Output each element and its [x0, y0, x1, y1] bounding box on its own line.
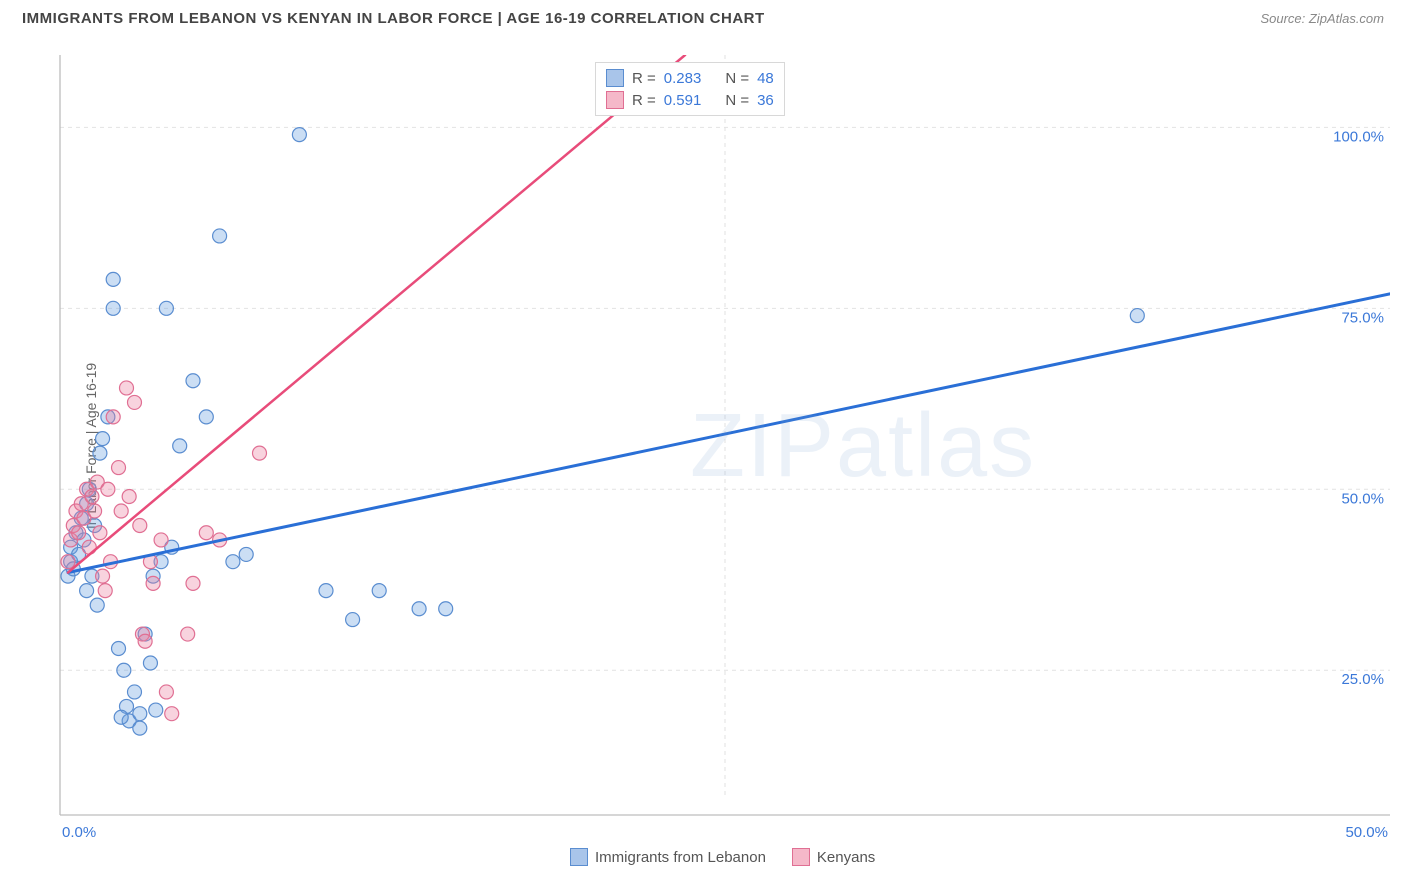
- data-point: [181, 627, 195, 641]
- data-point: [106, 301, 120, 315]
- data-point: [101, 482, 115, 496]
- data-point: [96, 432, 110, 446]
- series-swatch: [606, 69, 624, 87]
- data-point: [346, 613, 360, 627]
- data-point: [96, 569, 110, 583]
- trend-line: [68, 294, 1390, 573]
- data-point: [133, 518, 147, 532]
- y-tick-label: 50.0%: [1341, 490, 1384, 507]
- data-point: [213, 229, 227, 243]
- data-point: [199, 526, 213, 540]
- stat-n-value: 36: [757, 92, 774, 109]
- trend-line: [68, 55, 685, 573]
- stat-r-label: R =: [632, 92, 656, 109]
- y-tick-label: 25.0%: [1341, 671, 1384, 688]
- data-point: [143, 656, 157, 670]
- data-point: [239, 547, 253, 561]
- y-tick-label: 100.0%: [1333, 128, 1384, 145]
- stats-row: R = 0.591 N = 36: [606, 89, 774, 111]
- data-point: [120, 381, 134, 395]
- data-point: [106, 410, 120, 424]
- data-point: [138, 634, 152, 648]
- data-point: [112, 642, 126, 656]
- data-point: [112, 461, 126, 475]
- correlation-stats-box: R = 0.283 N = 48 R = 0.591 N = 36: [595, 62, 785, 116]
- data-point: [88, 504, 102, 518]
- scatter-chart: 25.0% 50.0% 75.0% 100.0% 0.0% 50.0%: [50, 55, 1390, 875]
- y-tick-label: 75.0%: [1341, 309, 1384, 326]
- data-point: [159, 685, 173, 699]
- stat-r-value: 0.283: [664, 70, 702, 87]
- data-point: [85, 490, 99, 504]
- x-tick-label: 50.0%: [1345, 824, 1388, 841]
- data-point: [133, 721, 147, 735]
- legend-item: Kenyans: [792, 848, 875, 866]
- data-point: [1130, 309, 1144, 323]
- stat-r-label: R =: [632, 70, 656, 87]
- data-point: [72, 526, 86, 540]
- stat-n-label: N =: [725, 92, 749, 109]
- data-point: [165, 707, 179, 721]
- x-tick-label: 0.0%: [62, 824, 96, 841]
- data-point: [133, 707, 147, 721]
- data-point: [412, 602, 426, 616]
- data-point: [93, 446, 107, 460]
- stat-n-label: N =: [725, 70, 749, 87]
- data-point: [439, 602, 453, 616]
- data-point: [127, 395, 141, 409]
- data-point: [292, 128, 306, 142]
- data-point: [127, 685, 141, 699]
- chart-title: IMMIGRANTS FROM LEBANON VS KENYAN IN LAB…: [22, 10, 765, 27]
- data-point: [61, 555, 75, 569]
- data-point: [90, 598, 104, 612]
- data-point: [98, 584, 112, 598]
- source-name: ZipAtlas.com: [1309, 11, 1384, 26]
- data-point: [93, 526, 107, 540]
- data-point: [146, 576, 160, 590]
- data-point: [106, 272, 120, 286]
- legend-label: Immigrants from Lebanon: [595, 849, 766, 866]
- data-point: [186, 374, 200, 388]
- data-point: [372, 584, 386, 598]
- legend-swatch: [570, 848, 588, 866]
- data-point: [154, 533, 168, 547]
- data-point: [80, 584, 94, 598]
- data-point: [117, 663, 131, 677]
- stat-n-value: 48: [757, 70, 774, 87]
- legend-swatch: [792, 848, 810, 866]
- legend-label: Kenyans: [817, 849, 875, 866]
- series-legend: Immigrants from Lebanon Kenyans: [570, 848, 875, 866]
- chart-header: IMMIGRANTS FROM LEBANON VS KENYAN IN LAB…: [0, 0, 1406, 35]
- data-point: [173, 439, 187, 453]
- legend-item: Immigrants from Lebanon: [570, 848, 766, 866]
- data-point: [186, 576, 200, 590]
- stat-r-value: 0.591: [664, 92, 702, 109]
- stats-row: R = 0.283 N = 48: [606, 67, 774, 89]
- data-point: [253, 446, 267, 460]
- data-point: [149, 703, 163, 717]
- data-point: [199, 410, 213, 424]
- series-swatch: [606, 91, 624, 109]
- chart-area: 25.0%50.0%75.0%100.0%0.0%50.0% ZIPatlas …: [50, 55, 1390, 835]
- data-point: [114, 504, 128, 518]
- source-credit: Source: ZipAtlas.com: [1260, 11, 1384, 26]
- data-point: [122, 490, 136, 504]
- data-point: [319, 584, 333, 598]
- data-point: [114, 710, 128, 724]
- data-point: [226, 555, 240, 569]
- source-prefix: Source:: [1260, 11, 1308, 26]
- data-point: [159, 301, 173, 315]
